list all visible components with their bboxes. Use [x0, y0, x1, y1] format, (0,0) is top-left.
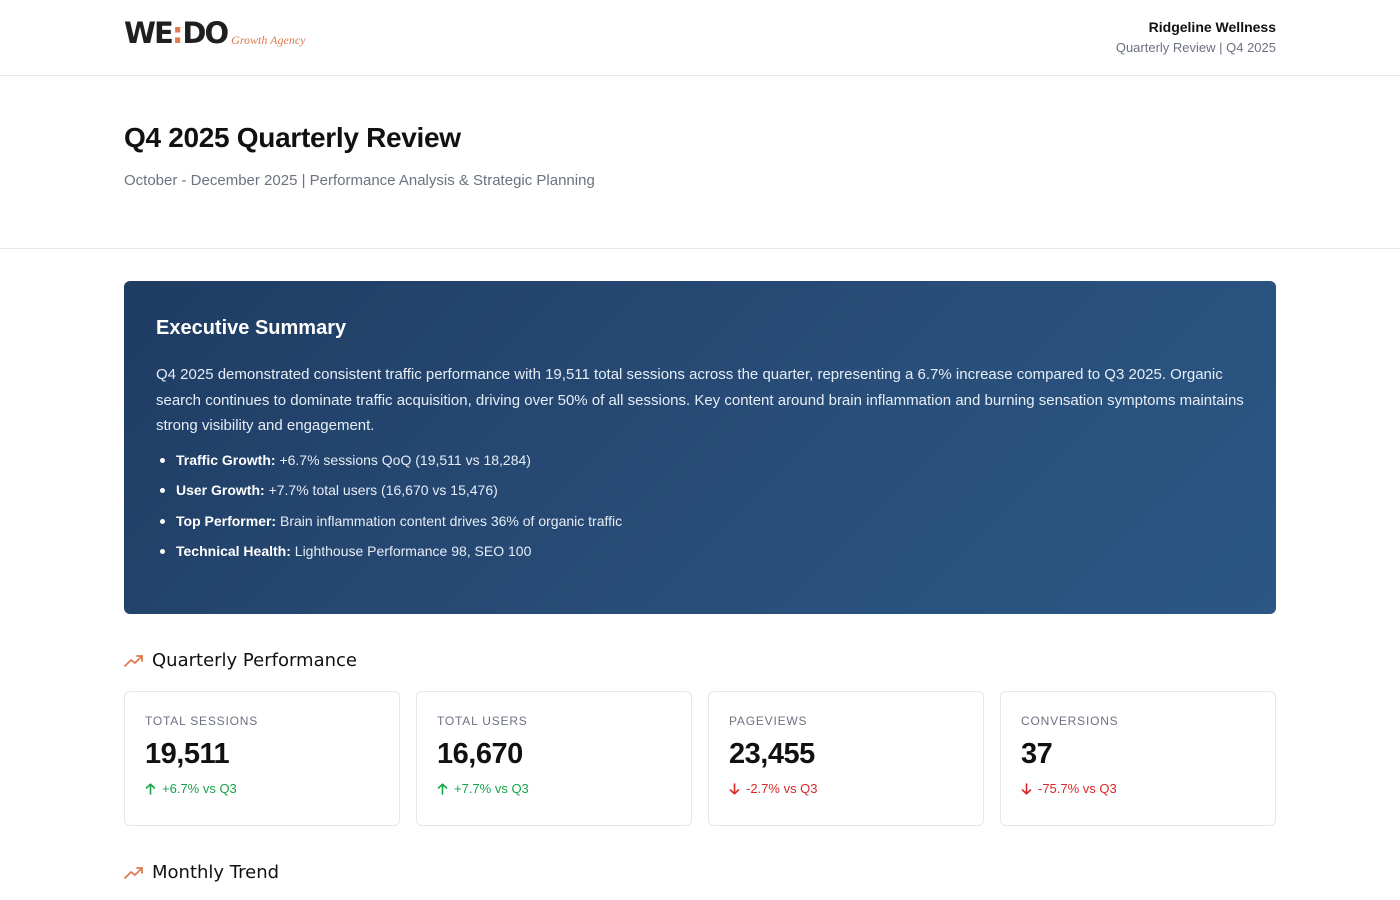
- client-name: Ridgeline Wellness: [1148, 19, 1276, 35]
- arrow-up-icon: [437, 782, 448, 795]
- metric-delta-text: -75.7% vs Q3: [1038, 781, 1117, 796]
- client-subtitle: Quarterly Review | Q4 2025: [1115, 40, 1276, 55]
- metric-label: TOTAL SESSIONS: [145, 714, 259, 728]
- metric-card-conversions: CONVERSIONS 37 -75.7% vs Q3: [1000, 691, 1276, 826]
- highlight-label: Technical Health:: [176, 543, 291, 559]
- agency-logo[interactable]: WE:DO Growth Agency: [124, 18, 305, 48]
- executive-summary-card: Executive Summary Q4 2025 demonstrated c…: [124, 281, 1276, 614]
- executive-summary-highlights: Traffic Growth: +6.7% sessions QoQ (19,5…: [156, 451, 1244, 562]
- highlight-label: User Growth:: [176, 482, 265, 498]
- executive-summary-text: Q4 2025 demonstrated consistent traffic …: [156, 366, 1244, 434]
- highlight-text: +7.7% total users (16,670 vs 15,476): [264, 482, 498, 498]
- monthly-trend-heading: Monthly Trend: [124, 862, 279, 883]
- metric-value: 23,455: [729, 738, 815, 770]
- highlight-text: Lighthouse Performance 98, SEO 100: [290, 543, 532, 559]
- metric-delta-text: -2.7% vs Q3: [746, 781, 818, 796]
- highlight-text: Brain inflammation content drives 36% of…: [276, 512, 623, 529]
- highlight-label: Top Performer:: [176, 512, 277, 529]
- metric-delta: +7.7% vs Q3: [437, 781, 671, 796]
- logo-tagline: Growth Agency: [231, 33, 306, 47]
- metric-card-sessions: TOTAL SESSIONS 19,511 +6.7% vs Q3: [124, 691, 400, 826]
- section-title: Quarterly Performance: [152, 650, 357, 671]
- page-subtitle: October - December 2025 | Performance An…: [124, 172, 595, 189]
- list-item: Traffic Growth: +6.7% sessions QoQ (19,5…: [156, 451, 1244, 470]
- top-header: WE:DO Growth Agency Ridgeline Wellness Q…: [0, 0, 1400, 76]
- quarterly-performance-heading: Quarterly Performance: [124, 650, 357, 671]
- list-item: Technical Health: Lighthouse Performance…: [156, 542, 1244, 561]
- trend-up-icon: [124, 866, 144, 880]
- metric-value: 19,511: [145, 738, 230, 770]
- arrow-down-icon: [1021, 782, 1032, 795]
- metric-cards: TOTAL SESSIONS 19,511 +6.7% vs Q3 TOTAL …: [124, 691, 1276, 826]
- page-title: Q4 2025 Quarterly Review: [124, 122, 461, 153]
- list-item: User Growth: +7.7% total users (16,670 v…: [156, 481, 1244, 500]
- section-title: Monthly Trend: [152, 862, 280, 883]
- executive-summary-title: Executive Summary: [156, 317, 347, 339]
- metric-card-pageviews: PAGEVIEWS 23,455 -2.7% vs Q3: [708, 691, 984, 826]
- metric-label: TOTAL USERS: [437, 714, 528, 728]
- metric-label: PAGEVIEWS: [729, 714, 808, 728]
- arrow-up-icon: [145, 782, 156, 795]
- arrow-down-icon: [729, 782, 740, 795]
- metric-value: 37: [1021, 738, 1053, 770]
- highlight-label: Traffic Growth:: [176, 451, 276, 468]
- highlight-text: +6.7% sessions QoQ (19,511 vs 18,284): [275, 451, 531, 468]
- hero-section: Q4 2025 Quarterly Review October - Decem…: [0, 76, 1400, 249]
- metric-label: CONVERSIONS: [1021, 714, 1119, 728]
- metric-delta: +6.7% vs Q3: [145, 781, 379, 796]
- list-item: Top Performer: Brain inflammation conten…: [156, 512, 1244, 531]
- metric-delta-text: +7.7% vs Q3: [454, 781, 529, 796]
- metric-delta: -2.7% vs Q3: [729, 781, 963, 796]
- logo-wordmark: WE:DO: [124, 16, 229, 50]
- metric-delta-text: +6.7% vs Q3: [162, 781, 237, 796]
- metric-value: 16,670: [437, 738, 523, 770]
- metric-delta: -75.7% vs Q3: [1021, 781, 1255, 796]
- trend-up-icon: [124, 654, 144, 668]
- metric-card-users: TOTAL USERS 16,670 +7.7% vs Q3: [416, 691, 692, 826]
- client-info: Ridgeline Wellness Quarterly Review | Q4…: [1116, 18, 1276, 56]
